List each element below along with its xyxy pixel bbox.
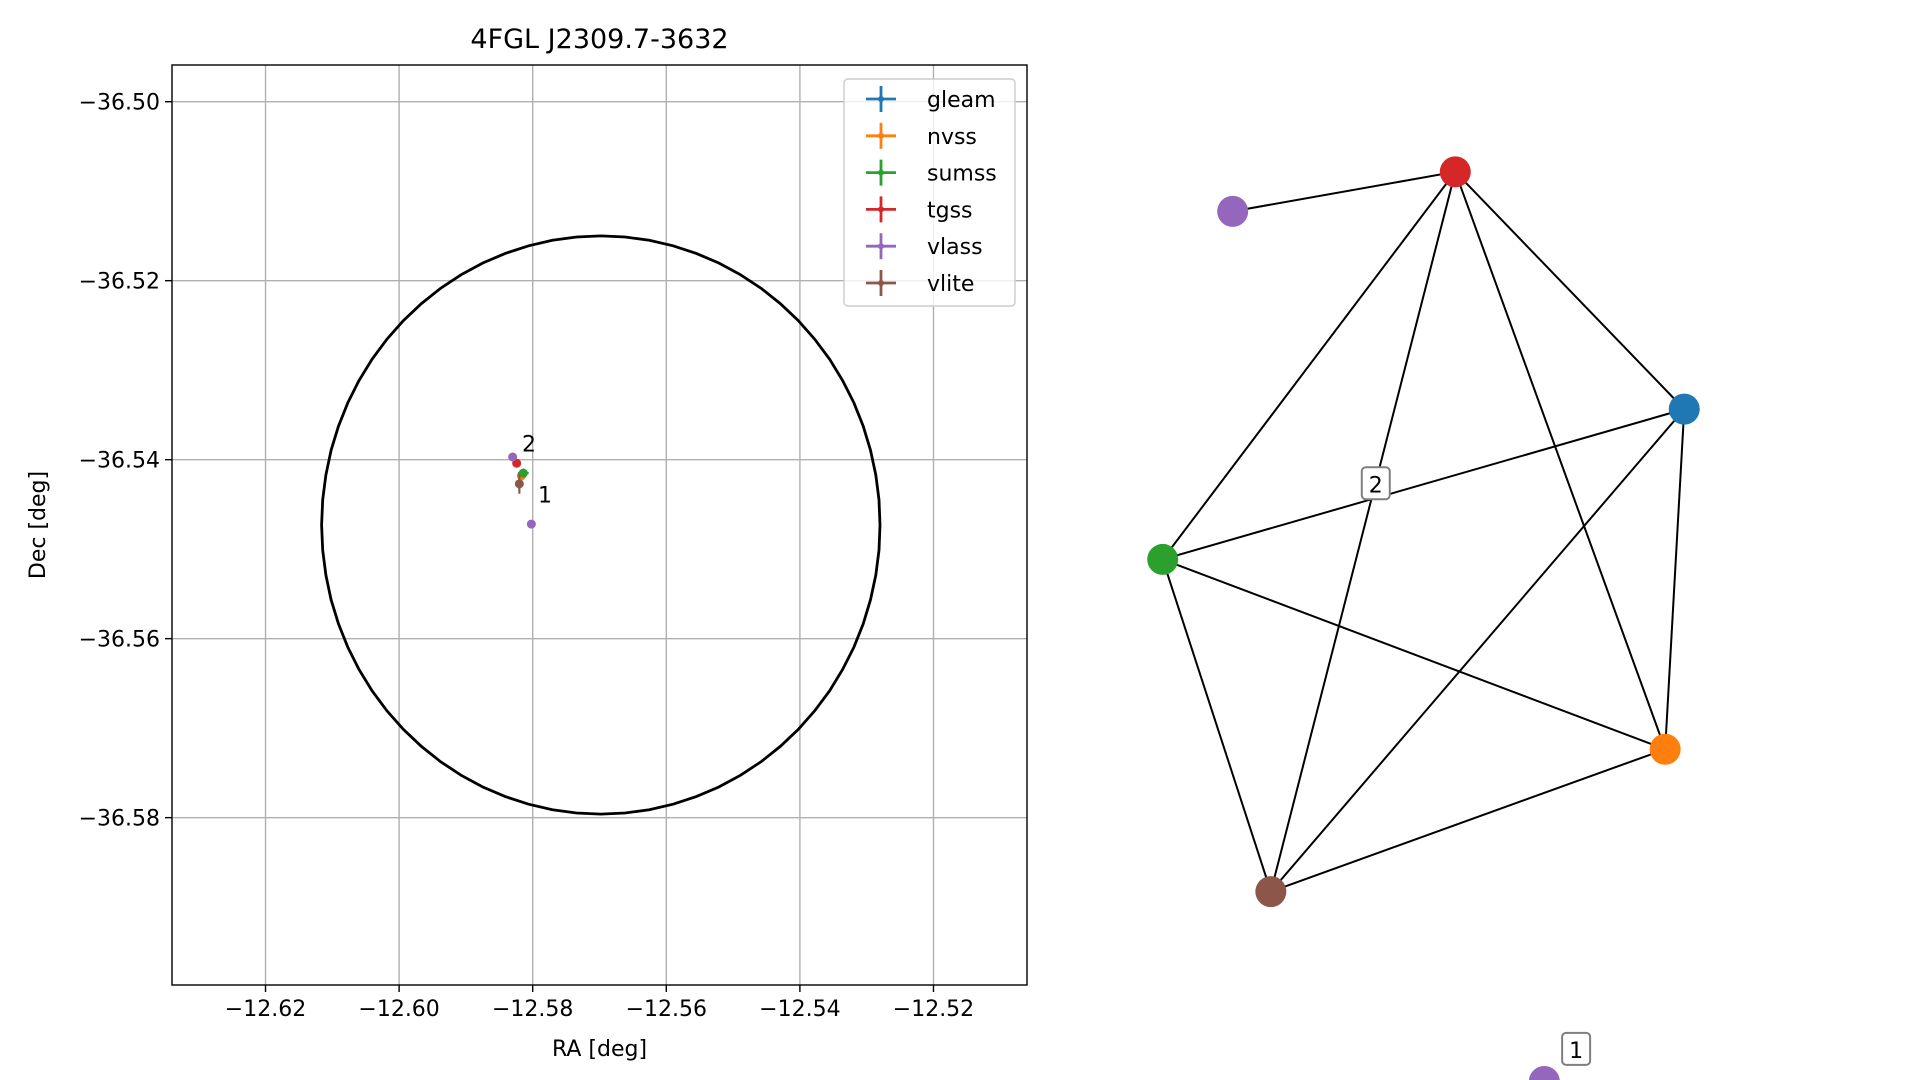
network-label: 2 (1360, 466, 1391, 501)
point-marker (508, 452, 518, 462)
point-annotation: 2 (522, 433, 536, 458)
x-tick-label: −12.56 (626, 997, 707, 1022)
legend-swatch-dot (878, 132, 884, 139)
legend-item-nvss: nvss (866, 122, 977, 150)
plot-frame (171, 64, 1028, 986)
network-edge-gleam-nvss (1664, 409, 1686, 750)
legend-item-sumss: sumss (866, 159, 997, 187)
legend-label: vlass (927, 235, 983, 260)
legend-swatch-dot (878, 206, 884, 213)
localization-circle (320, 234, 882, 816)
legend-label: nvss (927, 125, 977, 150)
legend-item-vlite: vlite (866, 270, 974, 297)
network-edge-tgss-gleam (1454, 171, 1685, 410)
legend-item-vlass: vlass (866, 233, 983, 260)
x-tick-label: −12.60 (358, 997, 439, 1022)
legend-label: gleam (927, 88, 996, 113)
network-edge-sumss-nvss (1162, 558, 1666, 751)
legend-label: vlite (927, 272, 974, 297)
legend-label: tgss (927, 198, 973, 223)
plot-area (320, 234, 882, 816)
network-node-nvss (1649, 733, 1681, 765)
x-tick-label: −12.52 (893, 997, 974, 1022)
point-annotation: 1 (538, 484, 552, 509)
x-tick-label: −12.62 (225, 997, 306, 1022)
network-node-gleam (1668, 393, 1700, 425)
y-tick-label: −36.52 (79, 270, 160, 295)
legend: gleam nvss sumss tgss vlass vlite (843, 78, 1016, 307)
network-node-sumss (1147, 543, 1179, 575)
network-label-text: 2 (1369, 473, 1383, 498)
network-labels: 21 (1360, 466, 1592, 1066)
legend-item-tgss: tgss (866, 196, 973, 223)
point-annotations: 21 (522, 433, 552, 509)
data-point-vlass (508, 452, 518, 462)
data-point-vlite (514, 473, 524, 494)
network-edge-tgss-sumss (1161, 171, 1457, 561)
legend-swatch-dot (878, 96, 884, 102)
legend-swatch-dot (878, 243, 884, 250)
network-node-vlass_b (1528, 1065, 1560, 1080)
point-marker (514, 479, 524, 489)
data-point-vlass (526, 519, 536, 529)
legend-swatch-dot (878, 280, 884, 286)
network-label: 1 (1561, 1031, 1592, 1066)
scatter-panel: −12.62 −12.60 −12.58 −12.56 −12.54 −12.52 −36… (26, 24, 1028, 1062)
network-label-box (1561, 1031, 1592, 1066)
data-point-sumss (518, 468, 529, 478)
y-ticks: −36.50 −36.52 −36.54 −36.56 −36.58 (79, 91, 172, 832)
network-nodes (1147, 156, 1700, 1080)
y-tick-label: −36.50 (79, 91, 160, 116)
legend-swatch-dot (878, 169, 884, 176)
network-edge-tgss-nvss (1454, 171, 1667, 750)
y-tick-label: −36.54 (79, 449, 160, 474)
x-ticks: −12.62 −12.60 −12.58 −12.56 −12.54 −12.52 (225, 985, 974, 1022)
x-tick-label: −12.54 (759, 997, 840, 1022)
network-node-tgss (1439, 156, 1471, 188)
network-edge-tgss-vlite (1269, 171, 1457, 892)
y-tick-label: −36.58 (79, 807, 160, 832)
legend-items: gleam nvss sumss tgss vlass vlite (866, 86, 997, 297)
network-edge-nvss-vlite (1270, 748, 1666, 893)
x-axis-label: RA [deg] (552, 1037, 647, 1062)
uncertainty-circle (320, 234, 882, 816)
network-edge-vlass_a-tgss (1232, 170, 1456, 213)
y-tick-label: −36.56 (79, 628, 160, 653)
network-label-text: 1 (1569, 1039, 1583, 1064)
legend-label: sumss (927, 162, 997, 187)
network-node-vlass_a (1217, 195, 1249, 227)
legend-item-gleam: gleam (866, 86, 996, 113)
network-node-vlite (1255, 876, 1287, 908)
x-tick-label: −12.58 (492, 997, 573, 1022)
network-label-box (1360, 466, 1391, 501)
network-panel: 21 (1147, 156, 1700, 1080)
network-edge-gleam-vlite (1270, 408, 1685, 893)
network-edges (1161, 170, 1686, 893)
point-marker (526, 519, 536, 529)
network-edge-sumss-vlite (1161, 559, 1272, 892)
point-marker (518, 468, 528, 478)
y-axis-label: Dec [deg] (26, 471, 51, 579)
network-edge-gleam-sumss (1162, 408, 1685, 561)
data-points (508, 452, 536, 529)
chart-title: 4FGL J2309.7-3632 (470, 24, 728, 55)
